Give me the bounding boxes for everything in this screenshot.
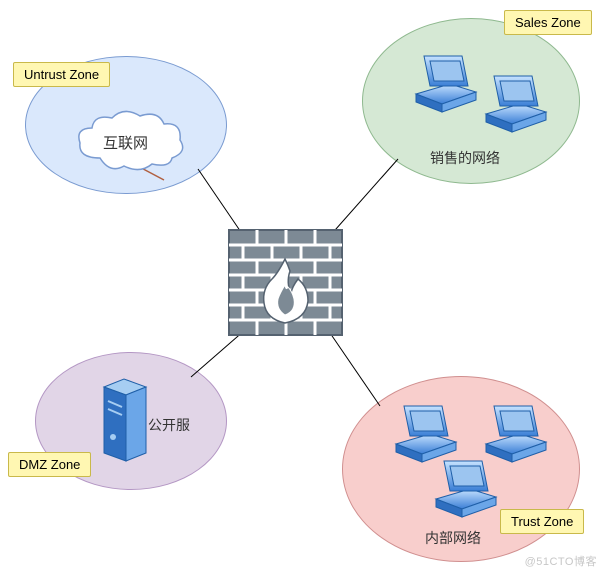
trust-caption: 内部网络 — [425, 528, 481, 548]
sales-caption: 销售的网络 — [430, 148, 500, 168]
watermark: @51CTO博客 — [525, 553, 597, 569]
firewall-icon — [228, 229, 343, 336]
sales-zone-label: Sales Zone — [504, 10, 592, 35]
computer-icon — [430, 455, 502, 523]
untrust-zone-label: Untrust Zone — [13, 62, 110, 87]
trust-zone-label: Trust Zone — [500, 509, 584, 534]
server-icon — [100, 375, 150, 465]
cloud-label: 互联网 — [103, 132, 148, 153]
computer-icon — [410, 50, 482, 118]
computer-icon — [480, 70, 552, 138]
dmz-caption: 公开服 — [148, 415, 190, 435]
dmz-zone-label: DMZ Zone — [8, 452, 91, 477]
